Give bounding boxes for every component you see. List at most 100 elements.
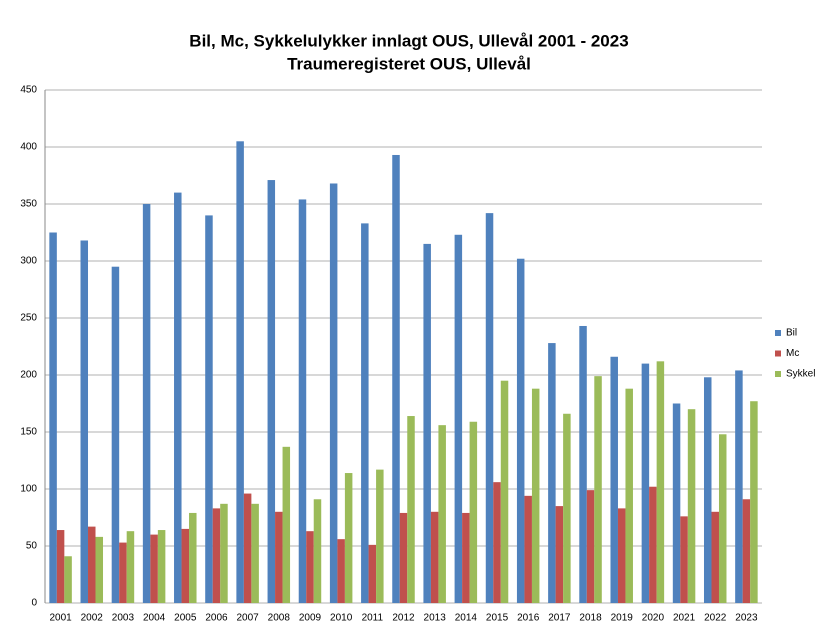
y-tick-label: 250: [20, 313, 37, 324]
bar: [531, 388, 540, 603]
bar: [462, 512, 470, 603]
bar: [617, 508, 626, 603]
bar: [399, 512, 408, 603]
legend-swatch: [775, 371, 781, 377]
bar: [306, 531, 314, 603]
bar: [243, 493, 252, 603]
bar: [524, 495, 532, 603]
x-tick-label: 2006: [205, 613, 228, 624]
bar: [344, 473, 353, 603]
bar: [376, 469, 384, 603]
x-tick-label: 2011: [362, 613, 384, 624]
bar: [282, 446, 291, 603]
bar: [275, 511, 283, 603]
bar: [656, 361, 665, 603]
bar: [236, 141, 244, 604]
bar: [750, 401, 758, 603]
x-tick-label: 2009: [299, 613, 322, 624]
bar: [711, 511, 719, 603]
bar: [56, 530, 65, 603]
bar: [485, 213, 494, 603]
x-tick-label: 2015: [486, 613, 509, 624]
y-tick-label: 50: [26, 541, 38, 552]
x-tick-label: 2013: [424, 613, 447, 624]
x-tick-label: 2019: [611, 613, 634, 624]
bar: [189, 512, 197, 603]
x-tick-label: 2023: [735, 613, 758, 624]
y-tick-label: 150: [20, 427, 37, 438]
x-tick-label: 2007: [237, 613, 260, 624]
bar: [680, 516, 688, 603]
bar: [430, 511, 439, 603]
x-tick-label: 2017: [548, 613, 571, 624]
x-tick-label: 2010: [330, 613, 353, 624]
bar: [407, 416, 415, 603]
x-tick-label: 2003: [112, 613, 135, 624]
legend-label: Mc: [786, 348, 799, 359]
x-tick-label: 2002: [81, 613, 104, 624]
bar: [251, 503, 259, 603]
bar: [641, 363, 650, 603]
bar: [500, 380, 509, 603]
bar: [205, 215, 213, 603]
bar: [454, 234, 463, 603]
bar: [49, 232, 57, 603]
bar: [516, 258, 525, 603]
bar: [64, 556, 72, 603]
bar: [392, 154, 400, 604]
bar: [150, 534, 158, 603]
y-tick-label: 450: [20, 85, 37, 96]
bar: [174, 192, 182, 603]
legend-label: Sykkel: [786, 369, 815, 380]
x-tick-label: 2005: [174, 613, 197, 624]
bar: [95, 536, 104, 603]
bar: [337, 539, 345, 603]
y-tick-label: 200: [20, 370, 37, 381]
x-tick-label: 2004: [143, 613, 166, 624]
bar: [469, 421, 478, 603]
bar: [142, 204, 151, 603]
bar: [313, 499, 322, 603]
y-tick-label: 300: [20, 256, 37, 267]
bar: [548, 343, 556, 603]
legend-label: Bil: [786, 328, 797, 339]
bar: [586, 490, 595, 603]
bar: [181, 528, 190, 603]
bar: [563, 413, 571, 603]
bar: [157, 530, 166, 603]
bar: [361, 223, 369, 603]
bar: [594, 376, 602, 603]
x-tick-label: 2021: [673, 613, 696, 624]
bar: [625, 388, 633, 603]
x-tick-label: 2020: [642, 613, 665, 624]
x-tick-label: 2014: [455, 613, 478, 624]
x-tick-label: 2018: [579, 613, 602, 624]
bar: [88, 526, 96, 603]
bar: [493, 482, 501, 603]
bar: [80, 240, 89, 604]
bar: [687, 409, 696, 603]
y-tick-label: 400: [20, 142, 37, 153]
x-tick-label: 2016: [517, 613, 540, 624]
bar: [111, 266, 120, 603]
x-tick-label: 2012: [392, 613, 415, 624]
bar: [579, 325, 587, 603]
y-tick-label: 0: [31, 598, 37, 609]
bar: [212, 508, 221, 603]
bar: [672, 403, 681, 603]
bar: [735, 370, 743, 603]
y-tick-label: 350: [20, 199, 37, 210]
chart-title: Bil, Mc, Sykkelulykker innlagt OUS, Ulle…: [189, 31, 628, 50]
bar: [298, 199, 307, 603]
legend-swatch: [775, 330, 781, 336]
bar: [220, 503, 228, 603]
bar: [610, 356, 618, 603]
bar: [423, 243, 431, 603]
bar: [438, 425, 446, 603]
bar: [649, 486, 657, 603]
bar: [703, 377, 712, 603]
bar: [718, 434, 727, 603]
x-tick-label: 2022: [704, 613, 727, 624]
